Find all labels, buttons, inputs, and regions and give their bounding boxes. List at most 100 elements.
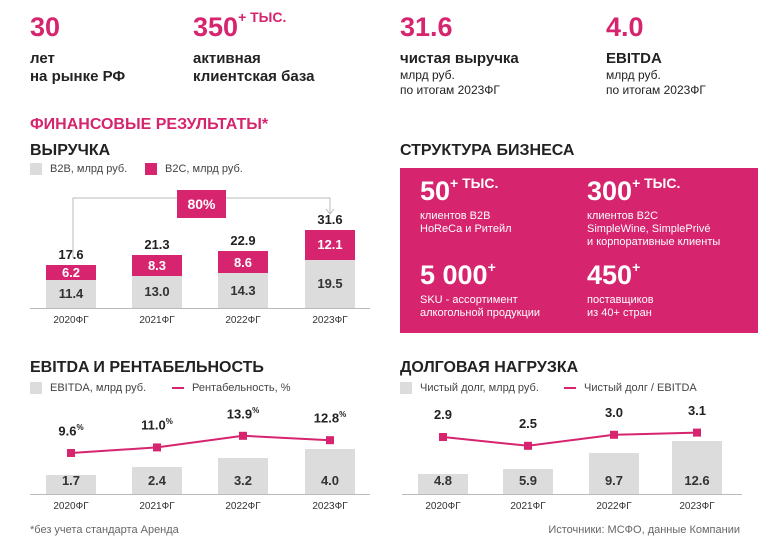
structure-text: и корпоративные клиенты	[587, 236, 721, 248]
growth-badge: 80%	[177, 190, 226, 218]
x-tick-label: 2022ФГ	[225, 315, 261, 326]
legend-line	[564, 387, 576, 389]
total-label: 17.6	[58, 246, 84, 262]
bar-b2b: 11.4	[46, 279, 96, 308]
line-label: 2.5	[518, 415, 538, 431]
line-point	[67, 449, 75, 457]
bar: 3.2	[218, 458, 268, 494]
section-title: ФИНАНСОВЫЕ РЕЗУЛЬТАТЫ*	[30, 116, 269, 133]
structure-text: из 40+ стран	[587, 307, 652, 319]
bar: 9.7	[589, 453, 639, 494]
line-point	[693, 428, 701, 437]
legend-label: Чистый долг / EBITDA	[584, 382, 697, 394]
legend-ratio: Чистый долг / EBITDA	[564, 382, 697, 394]
stat-label: EBITDA	[606, 50, 662, 67]
legend-swatch	[30, 382, 42, 394]
line-label: 2.9	[433, 407, 453, 422]
line-label: 9.6%	[58, 423, 84, 439]
structure-value: 450+	[587, 259, 641, 290]
structure-value: 5 000+	[420, 259, 496, 290]
structure-text: SimpleWine, SimplePrivé	[587, 223, 711, 235]
x-axis	[30, 308, 370, 309]
line-label: 3.0	[604, 404, 624, 420]
x-axis	[402, 494, 742, 495]
line-label: 11.0%	[141, 417, 173, 433]
structure-panel: 50+ ТЫС. клиентов B2B HoReCa и Ритейл 30…	[400, 168, 758, 333]
bar: 12.6	[672, 441, 722, 494]
stat-label: клиентская база	[193, 68, 315, 85]
ebitda-title: EBITDA И РЕНТАБЕЛЬНОСТЬ	[30, 359, 264, 376]
x-tick-label: 2021ФГ	[139, 315, 175, 326]
legend-label: B2C, млрд руб.	[165, 163, 243, 175]
legend-label: Рентабельность, %	[192, 382, 291, 394]
legend-label: Чистый долг, млрд руб.	[420, 382, 539, 394]
footnote: *без учета стандарта Аренда	[30, 524, 179, 536]
bar: 4.8	[418, 473, 468, 494]
line-point	[524, 441, 532, 450]
stat-value: 31.6	[400, 12, 453, 42]
bar-b2b: 19.5	[305, 259, 355, 308]
stat-label: млрд руб.	[606, 68, 661, 82]
x-tick-label: 2022ФГ	[596, 501, 632, 512]
line-point	[326, 436, 334, 445]
line-point	[610, 430, 618, 439]
x-axis	[30, 494, 370, 495]
bar: 2.4	[132, 467, 182, 494]
stat-value: 4.0	[606, 12, 644, 42]
bar-b2c: 6.2	[46, 264, 96, 280]
stat-label: по итогам 2023ФГ	[400, 83, 500, 97]
legend-swatch	[145, 163, 157, 175]
bar-b2b: 13.0	[132, 275, 182, 308]
line-point	[439, 433, 447, 441]
debt-title: ДОЛГОВАЯ НАГРУЗКА	[400, 359, 579, 376]
stat-label: на рынке РФ	[30, 68, 126, 85]
legend-line	[172, 387, 184, 389]
stat-label: чистая выручка	[400, 50, 519, 67]
x-tick-label: 2020ФГ	[53, 501, 89, 512]
x-tick-label: 2020ФГ	[53, 315, 89, 326]
legend-swatch	[30, 163, 42, 175]
legend-ebitda: EBITDA, млрд руб.	[30, 382, 146, 394]
stat-value: 30	[30, 12, 61, 42]
bar: 4.0	[305, 449, 355, 494]
x-tick-label: 2023ФГ	[679, 501, 715, 512]
structure-text: HoReCa и Ритейл	[420, 223, 512, 235]
structure-value: 50+ ТЫС.	[420, 175, 499, 206]
structure-value: 300+ ТЫС.	[587, 175, 681, 206]
legend-b2b: B2B, млрд руб.	[30, 163, 127, 175]
x-tick-label: 2022ФГ	[225, 501, 261, 512]
line-label: 13.9%	[226, 405, 260, 422]
stat-sup: + ТЫС.	[238, 9, 287, 25]
line-point	[239, 431, 247, 440]
stat-clients: 350+ ТЫС. активная клиентская база	[193, 9, 315, 86]
stat-label: активная	[193, 50, 261, 67]
x-tick-label: 2021ФГ	[139, 501, 175, 512]
structure-text: клиентов B2C	[587, 210, 659, 222]
legend-swatch	[400, 382, 412, 394]
structure-text: алкогольной продукции	[420, 307, 541, 319]
total-label: 21.3	[144, 237, 170, 253]
revenue-title: ВЫРУЧКА	[30, 142, 111, 159]
structure-text: поставщиков	[587, 294, 654, 306]
bar-b2c: 12.1	[305, 229, 355, 260]
stat-ebitda: 4.0 EBITDA млрд руб. по итогам 2023ФГ	[606, 12, 706, 98]
bar: 5.9	[503, 469, 553, 494]
stat-label: по итогам 2023ФГ	[606, 83, 706, 97]
stat-label: млрд руб.	[400, 68, 455, 82]
legend-label: EBITDA, млрд руб.	[50, 382, 147, 394]
bar-b2c: 8.3	[132, 255, 182, 276]
structure-title: СТРУКТУРА БИЗНЕСА	[400, 142, 575, 159]
total-label: 31.6	[317, 211, 343, 227]
stat-years: 30 лет на рынке РФ	[30, 12, 125, 86]
stat-revenue: 31.6 чистая выручка млрд руб. по итогам …	[400, 12, 519, 98]
structure-text: клиентов B2B	[420, 210, 491, 222]
x-tick-label: 2023ФГ	[312, 315, 348, 326]
legend-label: B2B, млрд руб.	[50, 163, 128, 175]
source-note: Источники: МСФО, данные Компании	[548, 524, 740, 536]
legend-b2c: B2C, млрд руб.	[145, 163, 243, 175]
x-tick-label: 2021ФГ	[510, 501, 546, 512]
bar: 1.7	[46, 473, 96, 494]
line-label: 3.1	[687, 402, 707, 418]
